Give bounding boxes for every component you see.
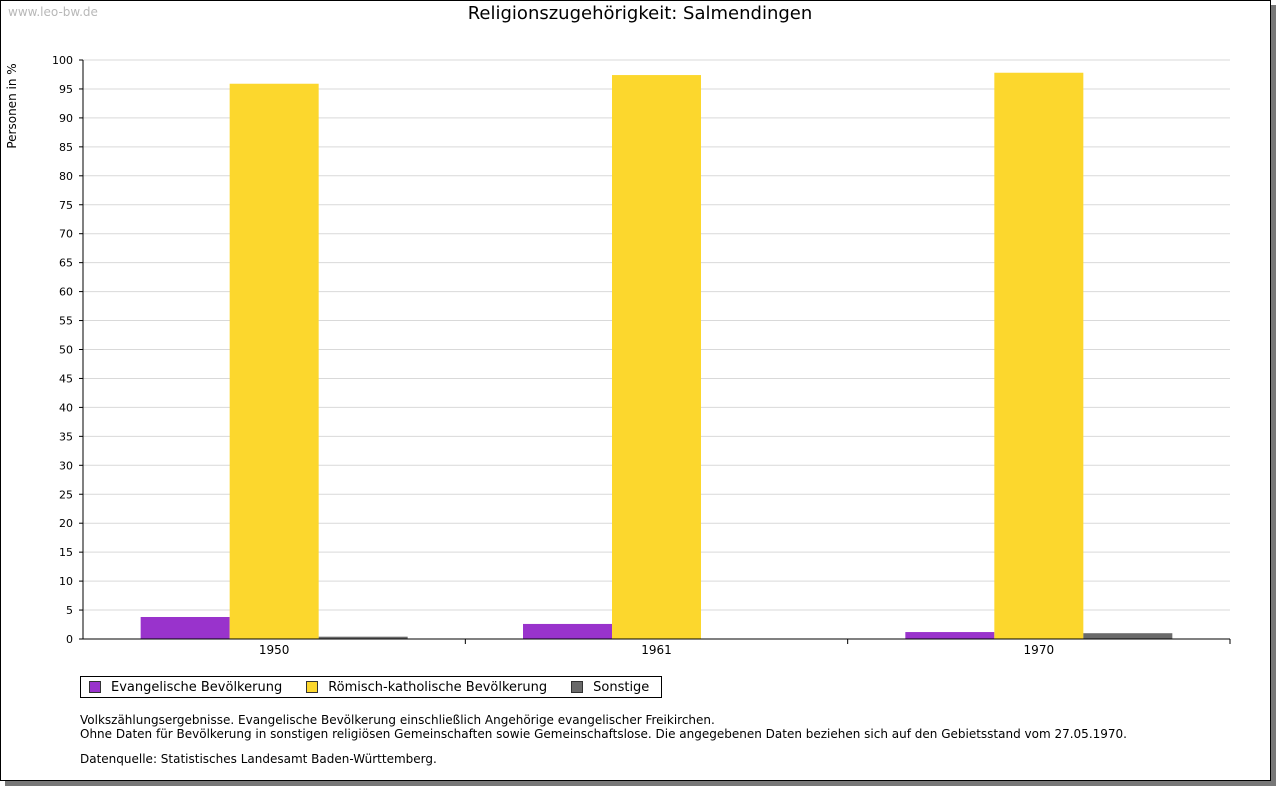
y-tick-label: 20 [59, 517, 73, 530]
y-tick-label: 25 [59, 488, 73, 501]
y-tick-label: 65 [59, 257, 73, 270]
note-line-2: Ohne Daten für Bevölkerung in sonstigen … [80, 727, 1127, 741]
bar-r-misch-katholische-bev-lkerung-1970 [994, 72, 1084, 640]
bar-evangelische-bev-lkerung-1970 [905, 632, 995, 639]
chart-notes: Volkszählungsergebnisse. Evangelische Be… [80, 713, 1127, 741]
bars [140, 72, 1173, 640]
x-tick-label: 1950 [259, 643, 290, 657]
tick-labels: 0 5 10 15 20 25 30 35 40 45 50 55 60 65 70 75 80 85 90 95 10… [52, 54, 1054, 657]
y-tick-label: 90 [59, 112, 73, 125]
y-tick-label: 80 [59, 170, 73, 183]
bar-evangelische-bev-lkerung-1961 [523, 623, 612, 639]
y-tick-label: 45 [59, 372, 73, 385]
bar-sonstige-1970 [1083, 633, 1173, 639]
y-tick-label: 85 [59, 141, 73, 154]
y-tick-label: 30 [59, 459, 73, 472]
legend-item: Römisch-katholische Bevölkerung [306, 680, 547, 695]
y-tick-label: 75 [59, 199, 73, 212]
chart-title: Religionszugehörigkeit: Salmendingen [467, 3, 813, 24]
legend-label: Evangelische Bevölkerung [111, 679, 283, 695]
y-tick-label: 95 [59, 83, 73, 96]
y-tick-label: 5 [66, 604, 73, 617]
y-tick-label: 40 [59, 401, 73, 414]
x-tick-label: 1961 [641, 643, 672, 657]
y-axis-label: Personen in % [5, 63, 19, 148]
legend: Evangelische Bevölkerung Römisch-katholis… [80, 676, 663, 698]
legend-item: Sonstige [571, 680, 649, 695]
bar-r-misch-katholische-bev-lkerung-1961 [612, 75, 701, 639]
y-tick-label: 0 [66, 633, 73, 646]
y-tick-label: 60 [59, 286, 73, 299]
y-tick-label: 100 [52, 54, 73, 67]
legend-item: Evangelische Bevölkerung [89, 680, 282, 695]
y-tick-label: 50 [59, 344, 73, 357]
bar-evangelische-bev-lkerung-1950 [140, 616, 230, 639]
watermark: www.leo-bw.de [8, 5, 98, 19]
legend-swatch [89, 681, 101, 693]
y-tick-label: 35 [59, 430, 73, 443]
bar-sonstige-1950 [318, 636, 408, 639]
y-tick-label: 55 [59, 315, 73, 328]
legend-swatch [571, 681, 584, 693]
x-tick-label: 1970 [1024, 643, 1055, 657]
y-tick-label: 15 [59, 546, 73, 559]
axes [79, 59, 1231, 644]
y-tick-label: 70 [59, 228, 73, 241]
y-tick-label: 10 [59, 575, 73, 588]
legend-label: Sonstige [593, 679, 650, 695]
bar-r-misch-katholische-bev-lkerung-1950 [229, 83, 319, 639]
data-source: Datenquelle: Statistisches Landesamt Bad… [80, 752, 437, 766]
note-line-1: Volkszählungsergebnisse. Evangelische Be… [80, 713, 715, 727]
legend-swatch [306, 681, 319, 693]
legend-label: Römisch-katholische Bevölkerung [328, 679, 548, 695]
